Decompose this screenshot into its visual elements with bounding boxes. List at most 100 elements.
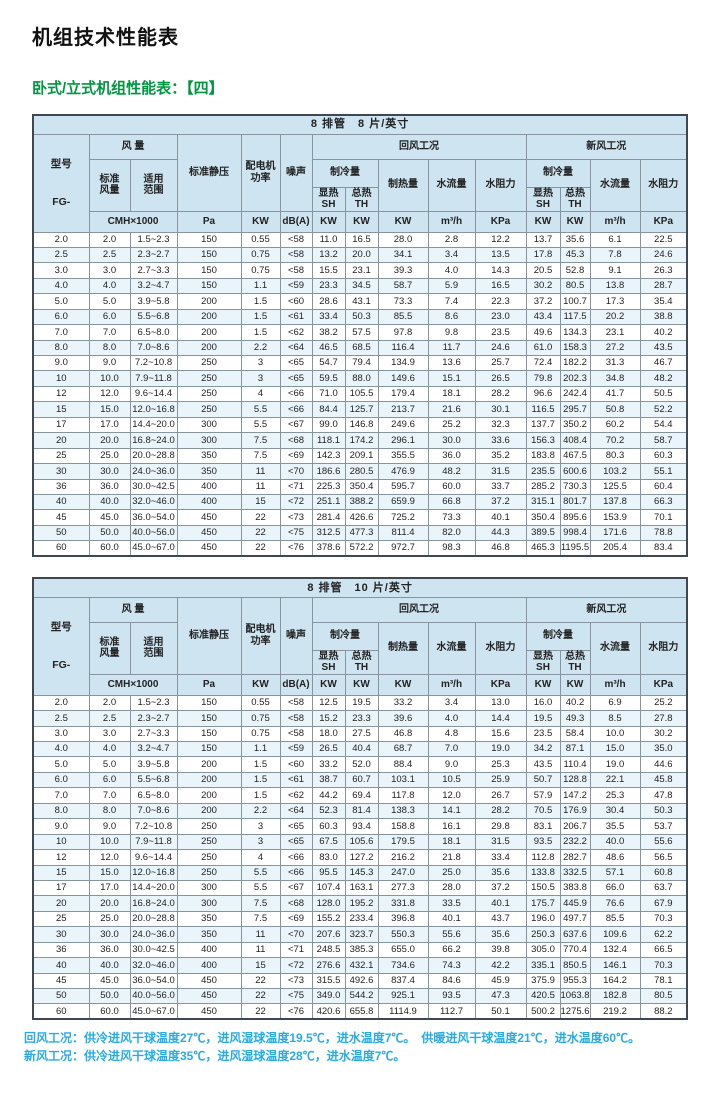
cell: 15.5 xyxy=(311,262,346,279)
cell: 150 xyxy=(176,740,242,758)
cell: 93.5 xyxy=(427,987,476,1005)
cell: 232.2 xyxy=(559,833,591,851)
cell: 200 xyxy=(176,787,242,804)
cell: 20.0 xyxy=(88,895,131,912)
cell: 10.0 xyxy=(88,370,131,387)
cell: 47.8 xyxy=(639,787,688,804)
unit-dba: dB(A) xyxy=(279,673,313,696)
cell: 350 xyxy=(176,926,242,943)
cell: <71 xyxy=(279,941,313,959)
cell: 219.2 xyxy=(589,1003,641,1020)
cell: 3.2~4.7 xyxy=(129,277,178,295)
cell: 105.5 xyxy=(344,385,379,403)
cell: 22 xyxy=(240,987,281,1005)
table-row: 10 10.0 7.9~11.8 250 3 <65 67.5 105.6 179.5 18.1 3… xyxy=(32,833,688,851)
cell: 355.5 xyxy=(377,447,429,465)
cell: 45 xyxy=(32,972,90,990)
cell: 4.0 xyxy=(32,740,90,758)
cell: 13.6 xyxy=(427,354,476,372)
cell: 28.7 xyxy=(639,277,688,295)
cell: 95.5 xyxy=(311,864,346,881)
cell: 19.5 xyxy=(344,694,379,712)
cell: 450 xyxy=(176,509,242,526)
cell: 9.6~14.4 xyxy=(129,385,178,403)
cell: 44.2 xyxy=(311,787,346,804)
cell: 477.3 xyxy=(344,524,379,542)
cell: 655.8 xyxy=(344,1003,379,1020)
cell: 1.5 xyxy=(240,771,281,789)
cell: 1063.8 xyxy=(559,987,591,1005)
cell: 28.0 xyxy=(427,879,476,897)
cell: 186.6 xyxy=(311,463,346,480)
table-row: 45 45.0 36.0~54.0 450 22 <73 281.4 426.6 725.2 73… xyxy=(32,509,688,526)
cell: 36.0 xyxy=(427,447,476,465)
cell: 22 xyxy=(240,540,281,557)
cell: 116.5 xyxy=(525,401,561,418)
cell: 11 xyxy=(240,926,281,943)
cell: 12.0 xyxy=(427,787,476,804)
table-row: 12 12.0 9.6~14.4 250 4 <66 83.0 127.2 216.2 21.8 3… xyxy=(32,849,688,866)
cell: 17.0 xyxy=(88,879,131,897)
cell: 25.0 xyxy=(88,447,131,465)
cell: 69.4 xyxy=(344,787,379,804)
cell: 7.0 xyxy=(88,787,131,804)
cell: 36 xyxy=(32,941,90,959)
cell: 388.2 xyxy=(344,493,379,511)
cell: 3.9~5.8 xyxy=(129,293,178,310)
cell: 60.8 xyxy=(639,864,688,881)
cell: 150.5 xyxy=(525,879,561,897)
cell: 33.4 xyxy=(311,308,346,326)
cell: 5.5~6.8 xyxy=(129,308,178,326)
cell: 50.0 xyxy=(88,524,131,542)
cell: 250 xyxy=(176,401,242,418)
cell: 80.3 xyxy=(589,447,641,465)
cell: 52.8 xyxy=(559,262,591,279)
cell: 68.7 xyxy=(377,740,429,758)
cell: 23.3 xyxy=(311,277,346,295)
col-water-flow-fresh: 水流量 xyxy=(589,621,641,675)
table-row: 3.0 3.0 2.7~3.3 150 0.75 <58 15.5 23.1 39.3 4.0 14… xyxy=(32,262,688,279)
cell: <66 xyxy=(279,849,313,866)
cell: 213.7 xyxy=(377,401,429,418)
table-row: 10 10.0 7.9~11.8 250 3 <65 59.5 88.0 149.6 15.1 26… xyxy=(32,370,688,387)
cell: 850.5 xyxy=(559,957,591,974)
cell: 6.5~8.0 xyxy=(129,324,178,341)
table-row: 15 15.0 12.0~16.8 250 5.5 <66 84.4 125.7 213.7 21… xyxy=(32,401,688,418)
cell: 25 xyxy=(32,447,90,465)
cell: 25.2 xyxy=(427,416,476,434)
cell: 3.0 xyxy=(32,262,90,279)
cell: 1.5 xyxy=(240,308,281,326)
cell: 25.2 xyxy=(639,694,688,712)
cell: 24.0~36.0 xyxy=(129,463,178,480)
cell: 7.0 xyxy=(32,324,90,341)
col-water-resistance-return: 水阻力 xyxy=(474,621,527,675)
note-return-air-condition: 回风工况：供冷进风干球温度27℃，进风湿球温度19.5℃，进水温度7℃。 供暖进… xyxy=(24,1031,641,1046)
cell: 1.5 xyxy=(240,324,281,341)
cell: 33.2 xyxy=(377,694,429,712)
cell: 23.0 xyxy=(474,308,527,326)
cell: 179.5 xyxy=(377,833,429,851)
col-air-volume: 风 量 xyxy=(88,596,178,623)
cell: 175.7 xyxy=(525,895,561,912)
cell: 12.0 xyxy=(88,385,131,403)
cell: <60 xyxy=(279,293,313,310)
cell: 655.0 xyxy=(377,941,429,959)
cell: 242.4 xyxy=(559,385,591,403)
cell: 40.2 xyxy=(639,324,688,341)
unit-kw: KW xyxy=(525,210,561,233)
cell: 68.5 xyxy=(344,339,379,357)
cell: 20.0~28.8 xyxy=(129,447,178,465)
cell: 801.7 xyxy=(559,493,591,511)
cell: 2.5 xyxy=(32,710,90,727)
cell: 67.5 xyxy=(311,833,346,851)
cell: 36.0 xyxy=(88,478,131,495)
cell: 36.0 xyxy=(88,941,131,959)
cell: 55.1 xyxy=(639,463,688,480)
cell: 200 xyxy=(176,771,242,789)
cell: 40.0~56.0 xyxy=(129,524,178,542)
cell: 250 xyxy=(176,370,242,387)
cell: 734.6 xyxy=(377,957,429,974)
cell: 30 xyxy=(32,926,90,943)
cell: 11.0 xyxy=(311,231,346,248)
cell: 248.5 xyxy=(311,941,346,959)
